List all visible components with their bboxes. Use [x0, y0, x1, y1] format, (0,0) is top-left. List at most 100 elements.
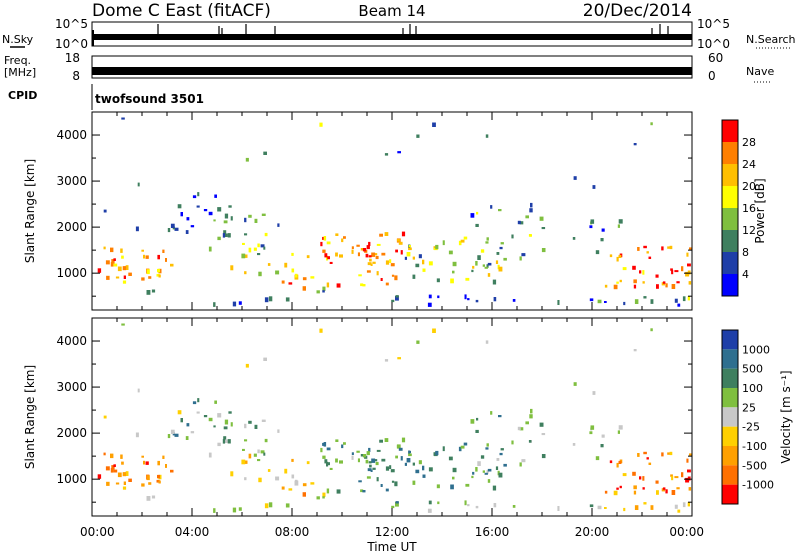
- power-cell: [253, 247, 257, 251]
- power-panel-frame: [91, 111, 693, 311]
- power-cell: [499, 246, 503, 250]
- velocity-cell: [589, 431, 593, 435]
- power-cell: [302, 286, 306, 291]
- power-cell: [682, 296, 686, 302]
- power-cell: [380, 278, 383, 281]
- time-tick-label: 04:00: [175, 525, 210, 539]
- power-cell: [646, 251, 649, 254]
- freq-left-tick-top: 18: [65, 51, 80, 65]
- velocity-cell: [674, 504, 678, 509]
- velocity-cell: [490, 411, 493, 415]
- velocity-cell: [170, 469, 174, 473]
- sky-noise-trace: [92, 24, 692, 46]
- power-cell: [633, 279, 637, 284]
- time-tick-label: 08:00: [275, 525, 310, 539]
- power-cell: [248, 214, 252, 218]
- power-cell: [475, 299, 479, 303]
- velocity-cell: [125, 471, 129, 476]
- velocity-cell: [619, 485, 622, 489]
- power-cell: [541, 227, 546, 230]
- velocity-cell: [261, 419, 266, 422]
- velocity-cell: [106, 481, 110, 486]
- velocity-cell: [103, 415, 107, 419]
- velocity-colorbar-segment: [722, 426, 738, 446]
- velocity-cell: [238, 507, 242, 511]
- velocity-cell: [487, 479, 491, 483]
- power-cell: [482, 264, 485, 267]
- power-colorbar-tick-label: 16: [742, 202, 756, 215]
- power-cell: [310, 276, 315, 279]
- power-cell: [103, 209, 107, 213]
- power-cell: [365, 253, 369, 258]
- velocity-cell: [223, 436, 227, 441]
- velocity-cell: [146, 475, 150, 481]
- velocity-cell: [381, 458, 386, 462]
- power-cell: [500, 242, 504, 245]
- power-cell: [356, 244, 360, 247]
- power-cell: [322, 286, 326, 291]
- velocity-cell: [143, 460, 145, 465]
- power-cell: [366, 270, 371, 273]
- power-cell: [125, 265, 129, 270]
- power-cell: [463, 236, 468, 240]
- velocity-cell: [655, 480, 659, 484]
- velocity-cell: [519, 427, 524, 431]
- velocity-cell: [369, 464, 372, 468]
- velocity-cell: [110, 468, 114, 473]
- velocity-cell: [671, 476, 674, 481]
- power-y-tick-label: 1000: [56, 266, 87, 280]
- velocity-cell: [111, 465, 115, 470]
- velocity-cell: [190, 431, 195, 434]
- velocity-colorbar-tick-label: 500: [742, 363, 763, 376]
- velocity-cell: [370, 469, 373, 472]
- velocity-cell: [525, 421, 529, 425]
- velocity-cell: [485, 447, 489, 450]
- frequency-band: [92, 67, 692, 75]
- power-cell: [145, 255, 149, 259]
- velocity-cell: [452, 467, 457, 473]
- power-cell: [395, 296, 399, 301]
- velocity-cell: [573, 382, 577, 386]
- velocity-panel: 1000 2000 3000 4000 Slant Range [km] 1000 50…: [23, 317, 793, 517]
- velocity-cell: [404, 462, 407, 466]
- power-cell: [146, 290, 151, 295]
- velocity-cell: [310, 482, 315, 485]
- velocity-colorbar-tick-label: 25: [742, 401, 756, 414]
- power-cell: [285, 297, 290, 302]
- power-cell: [498, 266, 503, 272]
- velocity-cell: [604, 507, 607, 509]
- velocity-cell: [217, 413, 222, 418]
- velocity-cell: [519, 462, 522, 467]
- time-axis: 00:00 04:00 08:00 12:00 16:00 20:00 00:00: [80, 112, 704, 539]
- power-cell: [192, 195, 197, 199]
- power-colorbar-label: Power [dB]: [753, 178, 767, 243]
- velocity-cell: [148, 482, 152, 485]
- power-cell: [122, 266, 127, 271]
- power-cell: [619, 279, 622, 283]
- velocity-cell: [557, 506, 560, 511]
- velocity-cell: [486, 443, 489, 447]
- velocity-cell: [264, 438, 268, 443]
- velocity-cell: [257, 459, 261, 462]
- velocity-cell: [335, 458, 338, 463]
- velocity-y-tick-label: 1000: [56, 472, 87, 486]
- velocity-cell: [379, 439, 383, 443]
- power-cell: [648, 256, 652, 259]
- power-cell: [324, 253, 328, 258]
- power-cell: [667, 246, 671, 249]
- velocity-cell: [232, 507, 237, 513]
- power-cell: [264, 297, 269, 303]
- cpid-program: twofsound 3501: [95, 92, 204, 106]
- power-cell: [208, 211, 213, 216]
- power-cell: [643, 245, 647, 249]
- power-cell: [496, 252, 500, 255]
- power-cell: [450, 278, 454, 284]
- power-cell: [460, 239, 465, 243]
- velocity-cell: [428, 467, 433, 472]
- velocity-cell: [281, 486, 285, 490]
- power-cell: [687, 296, 690, 301]
- power-heatmap: [97, 117, 692, 307]
- velocity-cell: [541, 454, 546, 459]
- velocity-cell: [254, 424, 258, 429]
- power-cell: [121, 255, 124, 259]
